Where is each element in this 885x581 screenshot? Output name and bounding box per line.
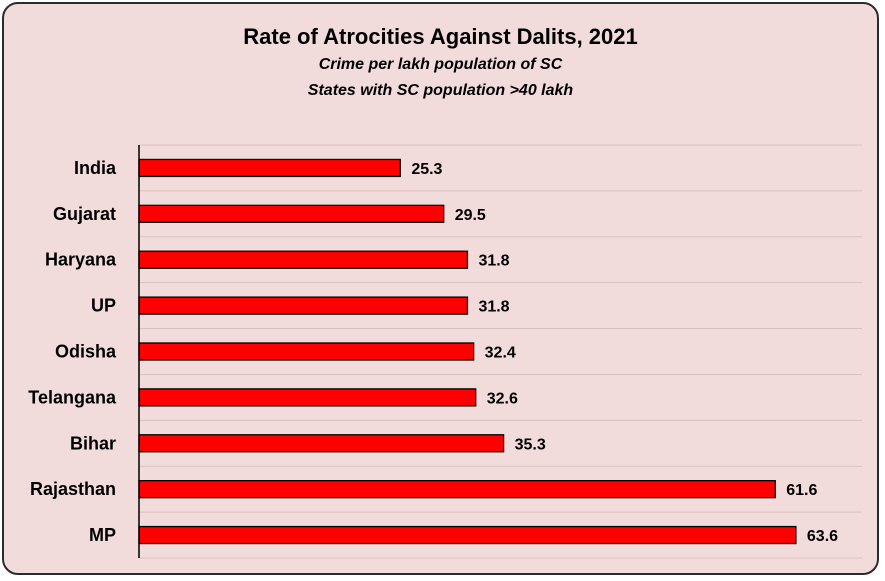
category-label: Haryana <box>45 250 117 270</box>
category-label: Bihar <box>70 433 116 453</box>
category-label: Odisha <box>55 342 117 362</box>
data-label: 35.3 <box>515 436 546 453</box>
bar-gujarat <box>138 204 445 223</box>
data-label: 31.8 <box>478 299 509 316</box>
bar-telangana <box>138 388 477 407</box>
category-label: Rajasthan <box>30 479 116 499</box>
bar-haryana <box>138 250 469 269</box>
bar-up <box>138 296 469 315</box>
bar-mp <box>138 525 797 545</box>
data-label: 61.6 <box>786 482 817 499</box>
category-label: India <box>74 158 117 178</box>
bar-bihar <box>138 434 505 453</box>
data-label: 63.6 <box>807 528 838 545</box>
data-label: 32.4 <box>485 345 516 362</box>
data-label: 29.5 <box>455 207 486 224</box>
category-label: Gujarat <box>53 204 116 224</box>
data-label: 25.3 <box>411 161 442 178</box>
bar-rajasthan <box>138 480 776 499</box>
chart-subtitle-line-1: Crime per lakh population of SC <box>318 56 563 73</box>
category-label: MP <box>89 525 116 545</box>
chart-subtitle-line-2: States with SC population >40 lakh <box>307 82 574 99</box>
category-label: UP <box>91 296 116 316</box>
bar-india <box>138 158 401 178</box>
chart-frame: Rate of Atrocities Against Dalits, 2021 … <box>2 2 879 575</box>
bar-odisha <box>138 342 475 361</box>
chart-title: Rate of Atrocities Against Dalits, 2021 <box>243 24 638 49</box>
category-label: Telangana <box>28 387 117 407</box>
data-label: 31.8 <box>478 253 509 270</box>
data-label: 32.6 <box>487 390 518 407</box>
